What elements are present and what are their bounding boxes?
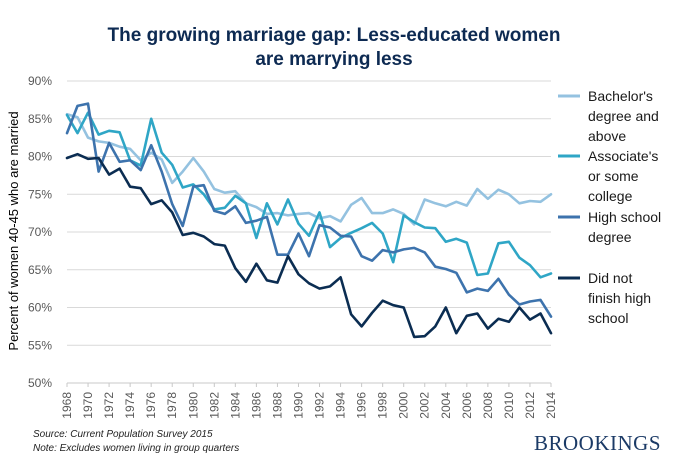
legend-label-3: degree [588, 229, 632, 245]
legend-label-2: college [588, 188, 633, 204]
source-note: Source: Current Population Survey 2015 [33, 429, 213, 440]
x-tick-label: 1986 [249, 392, 263, 419]
x-tick-label: 2012 [523, 392, 537, 419]
x-tick-label: 1998 [376, 392, 390, 419]
y-tick-label: 90% [28, 74, 52, 88]
x-tick-label: 1970 [81, 392, 95, 419]
legend: Bachelor's degree and above Associate's or s… [558, 88, 661, 326]
x-tick-label: 2006 [460, 392, 474, 419]
x-tick-label: 1968 [60, 392, 74, 419]
x-tick-label: 2004 [439, 392, 453, 419]
x-tick-label: 1982 [207, 392, 221, 419]
legend-label-1: above [588, 128, 626, 144]
x-tick-label: 1990 [291, 392, 305, 419]
x-tick-label: 2002 [418, 392, 432, 419]
legend-label-4: finish high [588, 290, 651, 306]
series-line-4 [65, 152, 553, 339]
x-tick-label: 1992 [313, 392, 327, 419]
legend-label-2: Associate's [588, 148, 658, 164]
y-tick-label: 50% [28, 376, 52, 390]
y-tick-label: 55% [28, 338, 52, 352]
chart-title-line-2: are marrying less [255, 49, 412, 70]
legend-label-1: Bachelor's [588, 88, 653, 104]
x-tick-label: 2008 [481, 392, 495, 419]
legend-label-2: or some [588, 168, 639, 184]
x-tick-label: 1988 [270, 392, 284, 419]
y-tick-label: 75% [28, 187, 52, 201]
series-line-2 [65, 111, 553, 279]
legend-label-3: High school [588, 209, 661, 225]
y-axis-label: Percent of women 40-45 who are married [6, 111, 21, 350]
chart-title-line-1: The growing marriage gap: Less-educated … [108, 25, 561, 46]
brookings-logo: BROOKINGS [534, 431, 661, 455]
x-tick-label: 1976 [144, 392, 158, 419]
legend-label-4: Did not [588, 270, 632, 286]
y-tick-label: 80% [28, 150, 52, 164]
x-tick-label: 2010 [502, 392, 516, 419]
groups-note: Note: Excludes women living in group qua… [33, 443, 239, 454]
y-tick-label: 85% [28, 112, 52, 126]
x-tick-label: 1996 [355, 392, 369, 419]
x-axis-ticks: 1968 1970 1972 1974 1976 1978 1980 1982 1984 1986… [60, 383, 558, 419]
y-tick-label: 60% [28, 301, 52, 315]
series-lines [65, 102, 553, 339]
x-tick-label: 1972 [102, 392, 116, 419]
x-tick-label: 2000 [397, 392, 411, 419]
y-axis-ticks: 50% 55% 60% 65% 70% 75% 80% 85% 90% [28, 74, 52, 390]
x-tick-label: 1974 [123, 392, 137, 419]
x-tick-label: 1994 [334, 392, 348, 419]
legend-label-4: school [588, 310, 628, 326]
x-tick-label: 1978 [165, 392, 179, 419]
x-tick-label: 1984 [228, 392, 242, 419]
series-line-3 [65, 102, 553, 318]
x-tick-label: 2014 [544, 392, 558, 419]
legend-label-1: degree and [588, 108, 659, 124]
x-tick-label: 1980 [186, 392, 200, 419]
y-tick-label: 65% [28, 263, 52, 277]
y-tick-label: 70% [28, 225, 52, 239]
